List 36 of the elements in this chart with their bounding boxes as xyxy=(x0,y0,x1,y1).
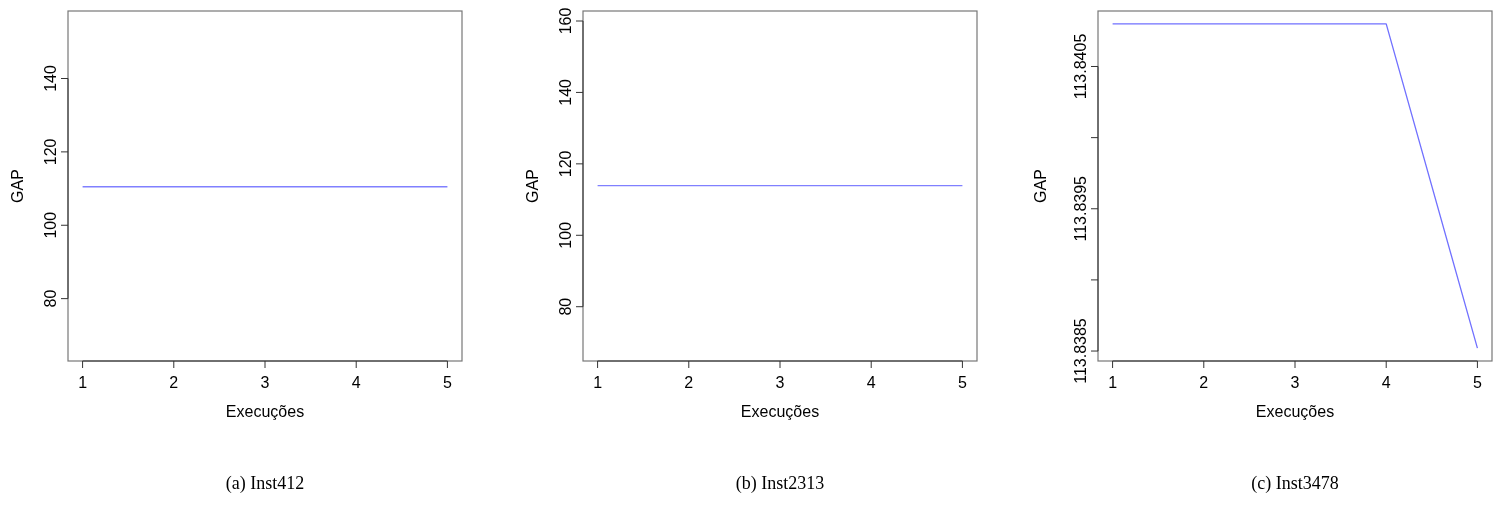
y-axis-title: GAP xyxy=(9,169,26,203)
x-tick-label: 5 xyxy=(957,374,967,391)
x-axis-title: Execuções xyxy=(1255,403,1335,420)
x-tick-label: 2 xyxy=(1199,374,1209,391)
y-tick-label: 80 xyxy=(557,297,574,316)
x-tick-label: 4 xyxy=(1381,374,1391,391)
text: (a) Inst412 xyxy=(225,473,305,494)
y-tick-label: 120 xyxy=(42,138,59,166)
x-tick-label: 1 xyxy=(1108,374,1118,391)
y-tick-label: 140 xyxy=(557,78,574,106)
x-tick-label: 3 xyxy=(260,374,270,391)
x-tick-label: 2 xyxy=(684,374,694,391)
x-tick-label: 2 xyxy=(169,374,179,391)
y-tick-label: 80 xyxy=(42,289,59,308)
x-tick-label: 3 xyxy=(775,374,785,391)
x-tick-label: 1 xyxy=(593,374,603,391)
x-tick-label: 5 xyxy=(442,374,452,391)
y-axis-title: GAP xyxy=(1032,169,1049,203)
text: (b) Inst2313 xyxy=(735,473,825,494)
x-axis-title: Execuções xyxy=(225,403,305,420)
y-tick-label: 100 xyxy=(557,221,574,249)
y-axis-title: GAP xyxy=(524,169,541,203)
y-tick-label: 100 xyxy=(42,211,59,239)
y-tick-label: 140 xyxy=(42,65,59,92)
x-tick-label: 4 xyxy=(866,374,876,391)
y-tick-label: 113.8395 xyxy=(1072,175,1089,242)
y-tick-label: 160 xyxy=(557,7,574,35)
y-tick-label: 113.8405 xyxy=(1072,33,1089,100)
text: (c) Inst3478 xyxy=(1251,473,1339,494)
x-tick-label: 1 xyxy=(78,374,88,391)
x-axis-title: Execuções xyxy=(740,403,820,420)
y-tick-label: 113.8385 xyxy=(1072,318,1089,384)
x-tick-label: 4 xyxy=(351,374,361,391)
y-tick-label: 120 xyxy=(557,150,574,178)
x-tick-label: 5 xyxy=(1472,374,1482,391)
x-tick-label: 3 xyxy=(1290,374,1300,391)
